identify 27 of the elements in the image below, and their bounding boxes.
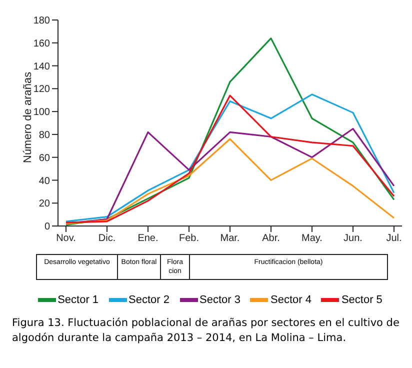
x-tick-label: Nov. <box>56 233 76 244</box>
y-tick-label: 20 <box>38 198 50 210</box>
y-tick-label: 140 <box>33 61 50 72</box>
x-tick-label: Jun. <box>344 233 362 244</box>
legend-label: Sector 2 <box>128 294 170 306</box>
x-tick-label: Jul. <box>386 233 402 244</box>
x-tick-label: Feb. <box>178 233 200 244</box>
y-axis-title: Número de arañas <box>22 71 34 163</box>
y-tick-label: 120 <box>33 84 50 96</box>
y-tick-label: 100 <box>33 107 50 118</box>
x-tick-label: Ene. <box>138 233 158 244</box>
x-tick-label: Mar. <box>220 233 240 244</box>
x-tick-label: Dic. <box>98 233 116 244</box>
y-tick-label: 60 <box>38 152 50 164</box>
x-tick-label: May. <box>302 233 322 244</box>
y-tick-label: 180 <box>33 16 50 27</box>
y-tick-label: 0 <box>44 222 50 233</box>
y-tick-label: 40 <box>38 176 50 187</box>
legend-label: Sector 3 <box>198 294 240 306</box>
line-series <box>65 38 395 226</box>
x-tick-label: Abr. <box>262 233 280 244</box>
text: Figura 13. Fluctuación poblacional de arañas por sectores en el cultivo de algodón durante la campaña 2013 – 2014, en La Molina – Lima. <box>12 316 400 346</box>
legend-label: Sector 4 <box>269 294 312 306</box>
legend-label: Sector 1 <box>56 294 99 306</box>
legend-label: Sector 5 <box>340 294 382 306</box>
y-tick-label: 80 <box>38 130 50 141</box>
y-tick-label: 160 <box>33 38 50 50</box>
